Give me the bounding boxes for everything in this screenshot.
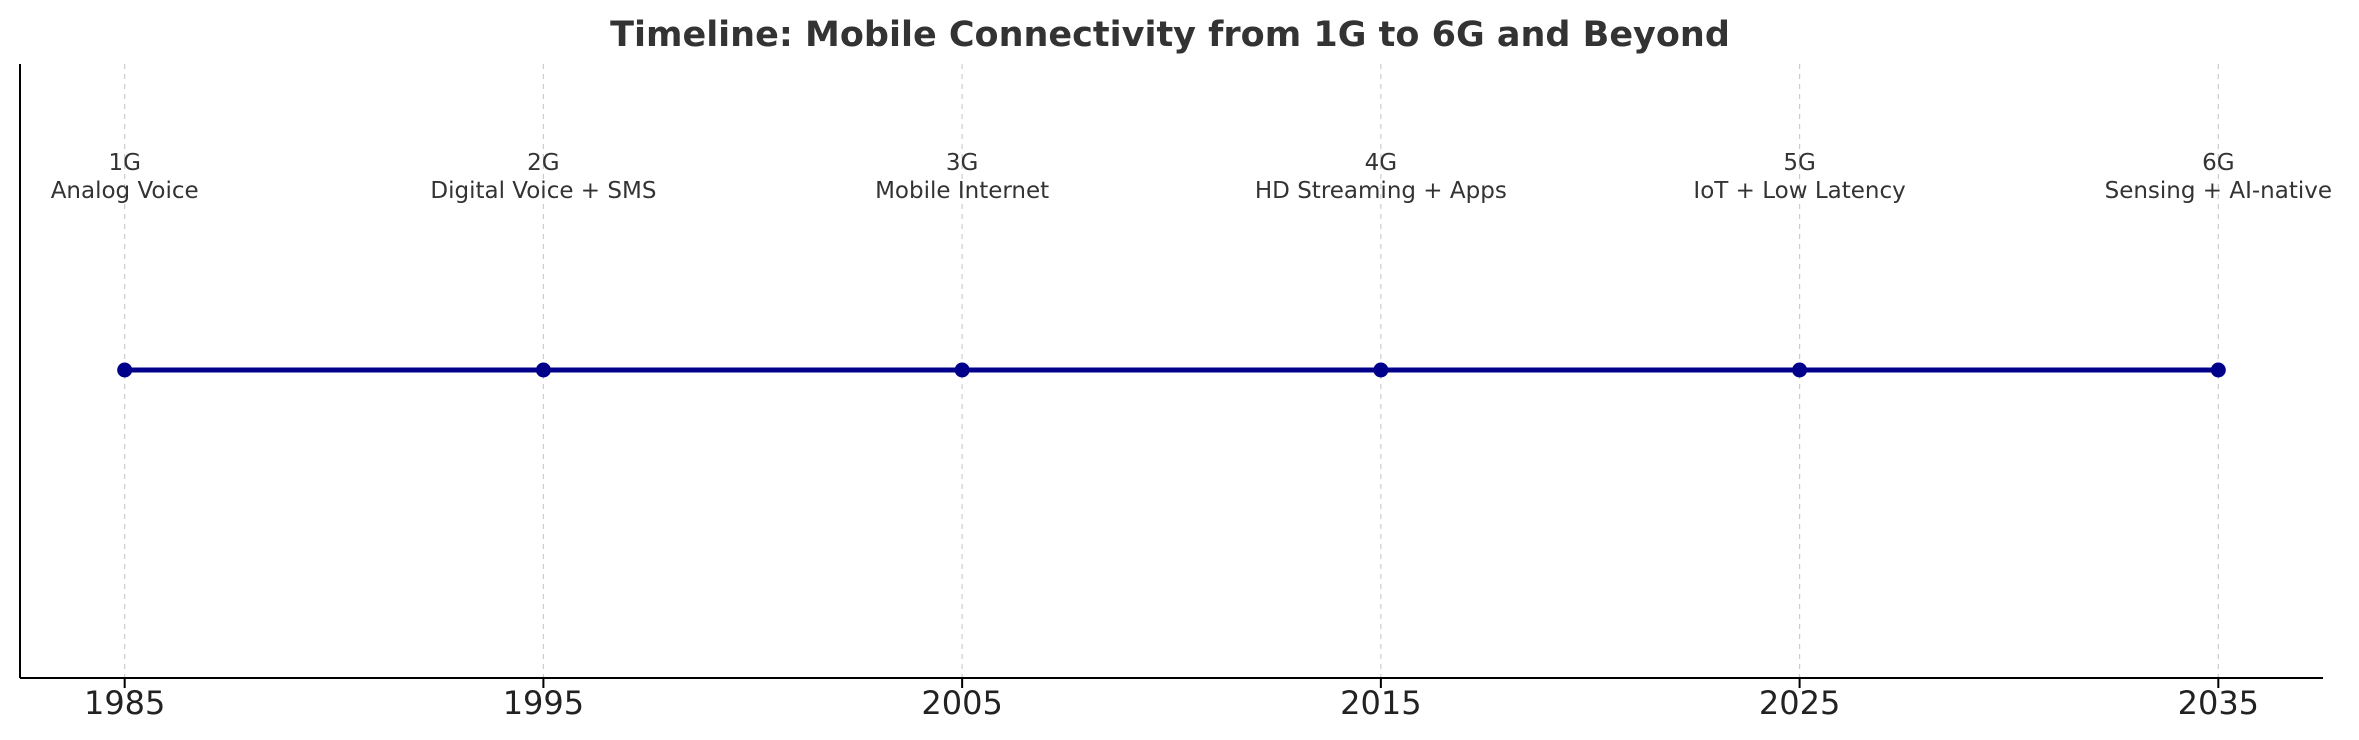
- event-generation-label-2G: 2G: [527, 150, 559, 176]
- x-tick-label-1995: 1995: [503, 684, 584, 722]
- series-layer: [117, 362, 2226, 378]
- x-tick-label-2035: 2035: [2178, 684, 2259, 722]
- event-generation-label-1G: 1G: [108, 150, 140, 176]
- event-generation-label-6G: 6G: [2202, 150, 2234, 176]
- x-tick-label-2015: 2015: [1340, 684, 1421, 722]
- timeline-marker-2025: [1792, 362, 1808, 378]
- event-generation-label-5G: 5G: [1783, 150, 1815, 176]
- event-generation-label-4G: 4G: [1365, 150, 1397, 176]
- event-description-label-4G: HD Streaming + Apps: [1255, 178, 1507, 204]
- timeline-marker-1985: [117, 362, 133, 378]
- x-tick-label-1985: 1985: [84, 684, 165, 722]
- event-description-label-3G: Mobile Internet: [875, 178, 1049, 204]
- event-description-label-1G: Analog Voice: [51, 178, 199, 204]
- timeline-marker-2035: [2210, 362, 2226, 378]
- event-generation-label-3G: 3G: [946, 150, 978, 176]
- event-description-label-6G: Sensing + AI-native: [2105, 178, 2332, 204]
- grid-layer: [124, 64, 2219, 678]
- event-description-label-5G: IoT + Low Latency: [1693, 178, 1905, 204]
- timeline-marker-2005: [954, 362, 970, 378]
- timeline-marker-2015: [1373, 362, 1389, 378]
- ticks-layer: 1985 1995 2005 2015 2025 2035: [84, 678, 2259, 722]
- chart-title: Timeline: Mobile Connectivity from 1G to…: [610, 15, 1730, 55]
- x-tick-label-2005: 2005: [921, 684, 1002, 722]
- axes-layer: [19, 64, 2323, 679]
- x-tick-label-2025: 2025: [1759, 684, 1840, 722]
- event-description-label-2G: Digital Voice + SMS: [430, 178, 656, 204]
- timeline-marker-1995: [535, 362, 551, 378]
